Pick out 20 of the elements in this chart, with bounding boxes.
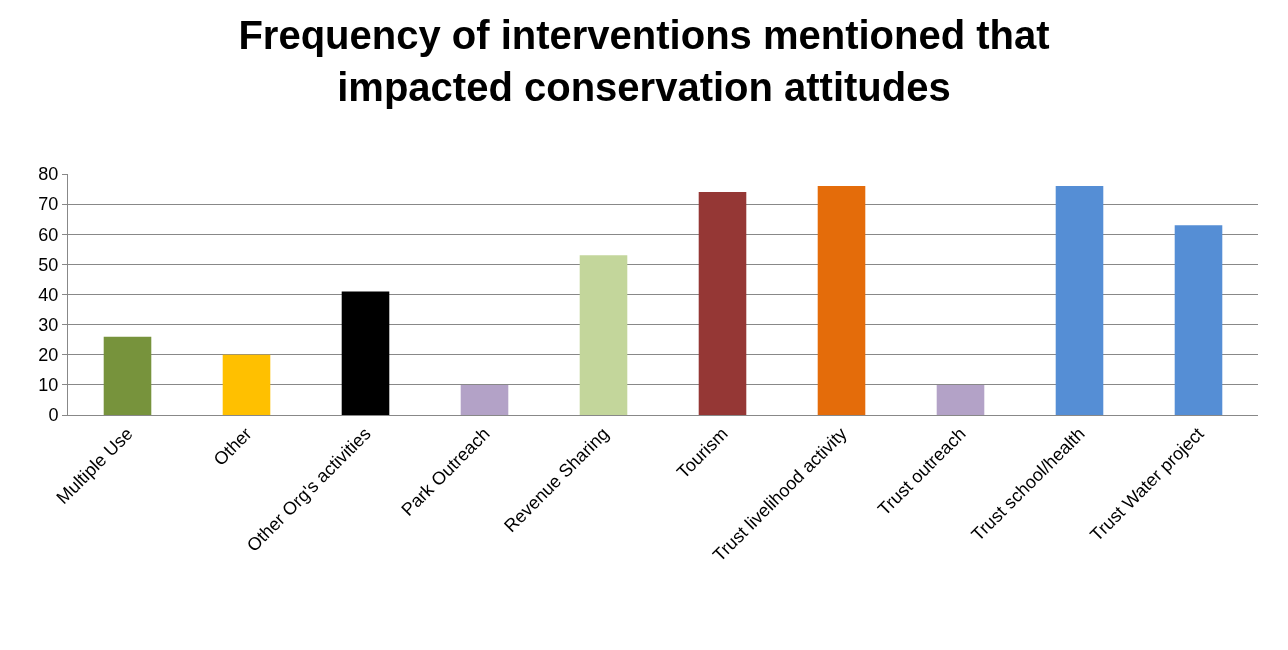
y-tick-label: 0: [48, 405, 59, 426]
y-tick-label: 80: [38, 164, 59, 185]
bar: [1055, 186, 1104, 415]
y-tick-label: 30: [38, 314, 59, 335]
y-tick-label: 70: [38, 194, 59, 215]
y-tick-label: 60: [38, 224, 59, 245]
bar: [936, 384, 985, 415]
y-tick-label: 50: [38, 254, 59, 275]
bar: [460, 384, 509, 415]
y-tick-label: 40: [38, 284, 59, 305]
y-tick-label: 20: [38, 345, 59, 366]
bar: [103, 336, 152, 415]
bar: [1174, 225, 1223, 415]
bar: [222, 354, 271, 415]
bar: [698, 192, 747, 415]
bar: [579, 255, 628, 415]
bar: [341, 291, 390, 415]
chart-title: Frequency of interventions mentioned that impacted conservation attitudes: [238, 12, 1050, 109]
bar: [817, 186, 866, 415]
y-tick-label: 10: [38, 375, 59, 396]
